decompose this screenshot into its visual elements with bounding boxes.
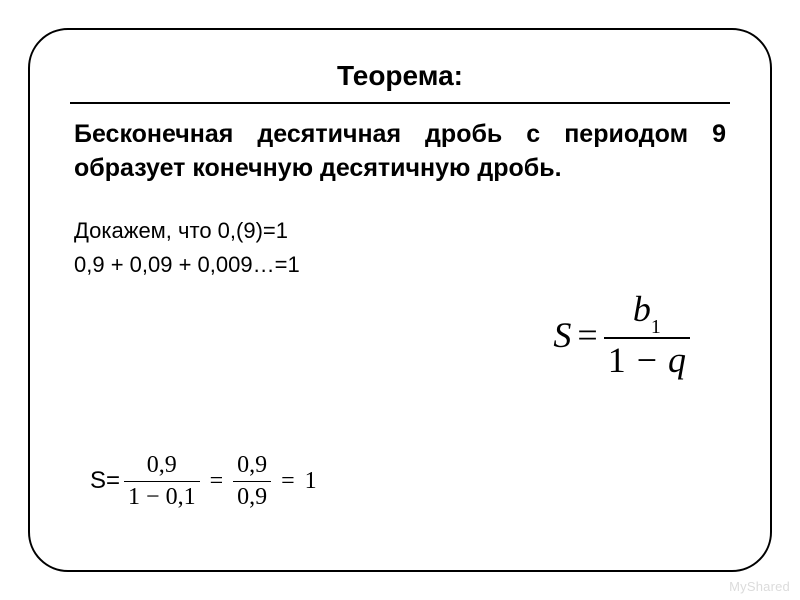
formula-lhs: S (553, 314, 571, 356)
frac2-den: 0,9 (233, 481, 271, 510)
frac-2: 0,9 0,9 (233, 452, 271, 510)
proof-line-2: 0,9 + 0,09 + 0,009…=1 (74, 248, 730, 282)
formula-fraction: b1 1 − q (604, 290, 690, 381)
frac1-den: 1 − 0,1 (124, 481, 200, 510)
result-one: 1 (305, 468, 317, 495)
den-minus: − (635, 340, 659, 380)
formula-substitution: S= 0,9 1 − 0,1 = 0,9 0,9 = 1 (90, 452, 317, 510)
numerator-sub: 1 (651, 316, 661, 338)
numerator-b: b (633, 289, 651, 329)
formula-geometric-sum: S = b1 1 − q (553, 290, 690, 381)
fraction-numerator: b1 (629, 290, 665, 337)
frac1-num: 0,9 (143, 452, 181, 480)
frac-1: 0,9 1 − 0,1 (124, 452, 200, 510)
slide-title: Теорема: (70, 60, 730, 104)
proof-line-1: Докажем, что 0,(9)=1 (74, 214, 730, 248)
watermark-text: MyShared (729, 579, 790, 594)
den-one: 1 (608, 340, 626, 380)
den-q: q (668, 340, 686, 380)
s-equals-label: S= (90, 467, 120, 495)
slide-frame: Теорема: Бесконечная десятичная дробь с … (28, 28, 772, 572)
fraction-denominator: 1 − q (604, 337, 690, 381)
equals-1: = (204, 468, 230, 495)
frac2-num: 0,9 (233, 452, 271, 480)
theorem-statement: Бесконечная десятичная дробь с периодом … (70, 118, 730, 186)
equals-sign: = (571, 314, 603, 356)
equals-2: = (275, 468, 301, 495)
proof-block: Докажем, что 0,(9)=1 0,9 + 0,09 + 0,009…… (70, 214, 730, 282)
